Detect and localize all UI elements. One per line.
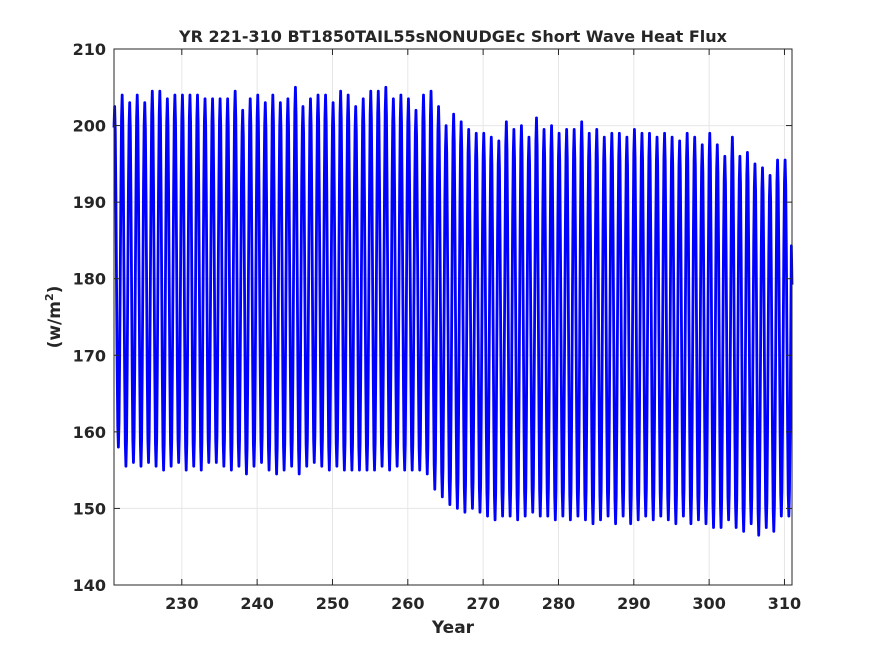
x-tick-label: 270 [466, 594, 499, 613]
series-line-1 [112, 85, 794, 537]
y-tick-label: 190 [73, 193, 106, 212]
y-axis-label-main: (w/m [45, 301, 65, 348]
y-axis-label-close: ) [45, 286, 65, 294]
x-tick-label: 280 [542, 594, 575, 613]
y-tick-label: 140 [73, 576, 106, 595]
x-tick-label: 290 [617, 594, 650, 613]
x-axis: 230 240 250 260 270 280 290 300 310 [165, 49, 801, 613]
x-tick-label: 230 [165, 594, 198, 613]
y-tick-label: 200 [73, 117, 106, 136]
chart-title: YR 221-310 BT1850TAIL55sNONUDGEc Short W… [178, 27, 728, 46]
x-tick-label: 310 [768, 594, 801, 613]
y-axis-label: (w/m2) [43, 286, 65, 349]
y-tick-label: 170 [73, 346, 106, 365]
y-tick-label: 210 [73, 40, 106, 59]
y-tick-label: 150 [73, 499, 106, 518]
x-tick-label: 250 [316, 594, 349, 613]
y-tick-label: 160 [73, 423, 106, 442]
y-axis-label-superscript: 2 [43, 293, 56, 301]
x-tick-label: 260 [391, 594, 424, 613]
y-tick-label: 180 [73, 270, 106, 289]
plot-frame [113, 48, 793, 586]
series-line-group [112, 85, 794, 537]
x-tick-label: 300 [692, 594, 725, 613]
x-axis-label: Year [431, 618, 475, 638]
y-axis: 140 150 160 170 180 190 200 210 [73, 40, 792, 595]
x-tick-label: 240 [240, 594, 273, 613]
